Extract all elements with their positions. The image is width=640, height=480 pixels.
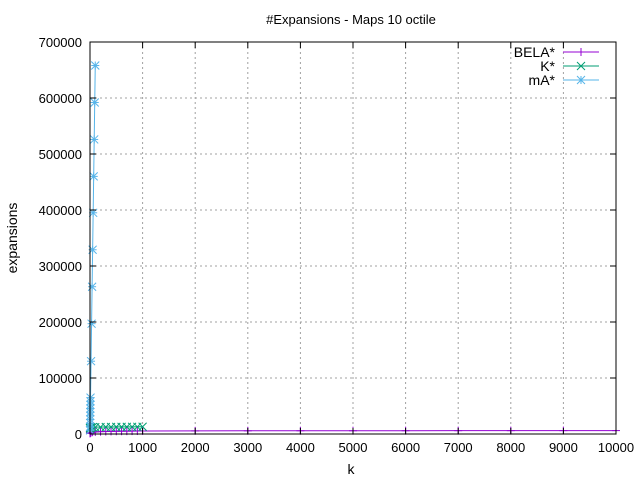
chart-title: #Expansions - Maps 10 octile (266, 12, 436, 27)
data-point (86, 356, 96, 366)
legend-marker-ma (576, 75, 586, 85)
y-tick-label: 500000 (39, 147, 82, 162)
x-tick-label: 9000 (549, 440, 578, 455)
x-tick-label: 2000 (181, 440, 210, 455)
x-tick-label: 4000 (286, 440, 315, 455)
x-tick-label: 8000 (496, 440, 525, 455)
data-point (89, 135, 99, 144)
x-tick-label: 0 (86, 440, 93, 455)
legend: BELA*K*mA* (514, 44, 599, 88)
legend-label-ma: mA* (529, 72, 556, 88)
x-axis-label: k (348, 461, 356, 477)
y-tick-label: 400000 (39, 203, 82, 218)
y-tick-label: 200000 (39, 315, 82, 330)
grid-layer (90, 42, 616, 434)
data-point (138, 422, 147, 432)
x-tick-label: 6000 (391, 440, 420, 455)
y-tick-label: 700000 (39, 35, 82, 50)
data-point (90, 98, 100, 107)
y-tick-label: 100000 (39, 371, 82, 386)
data-point (86, 393, 95, 402)
y-tick-label: 600000 (39, 91, 82, 106)
y-tick-label: 0 (75, 427, 82, 442)
y-axis-label: expansions (4, 203, 20, 274)
y-tick-label: 300000 (39, 259, 82, 274)
x-tick-label: 10000 (598, 440, 634, 455)
data-point (87, 282, 97, 292)
legend-label-bela: BELA* (514, 44, 556, 60)
x-tick-label: 3000 (233, 440, 262, 455)
axis-layer: 0 1000 2000 3000 4000 5000 6000 7000 8000 9000 100… (39, 35, 634, 455)
x-tick-label: 7000 (444, 440, 473, 455)
legend-marker-bela (577, 48, 585, 56)
legend-label-k: K* (540, 58, 555, 74)
x-tick-label: 1000 (128, 440, 157, 455)
data-point (90, 61, 100, 70)
data-point (89, 172, 99, 181)
legend-marker-k (576, 61, 586, 71)
data-point (87, 319, 96, 329)
x-tick-label: 5000 (339, 440, 368, 455)
